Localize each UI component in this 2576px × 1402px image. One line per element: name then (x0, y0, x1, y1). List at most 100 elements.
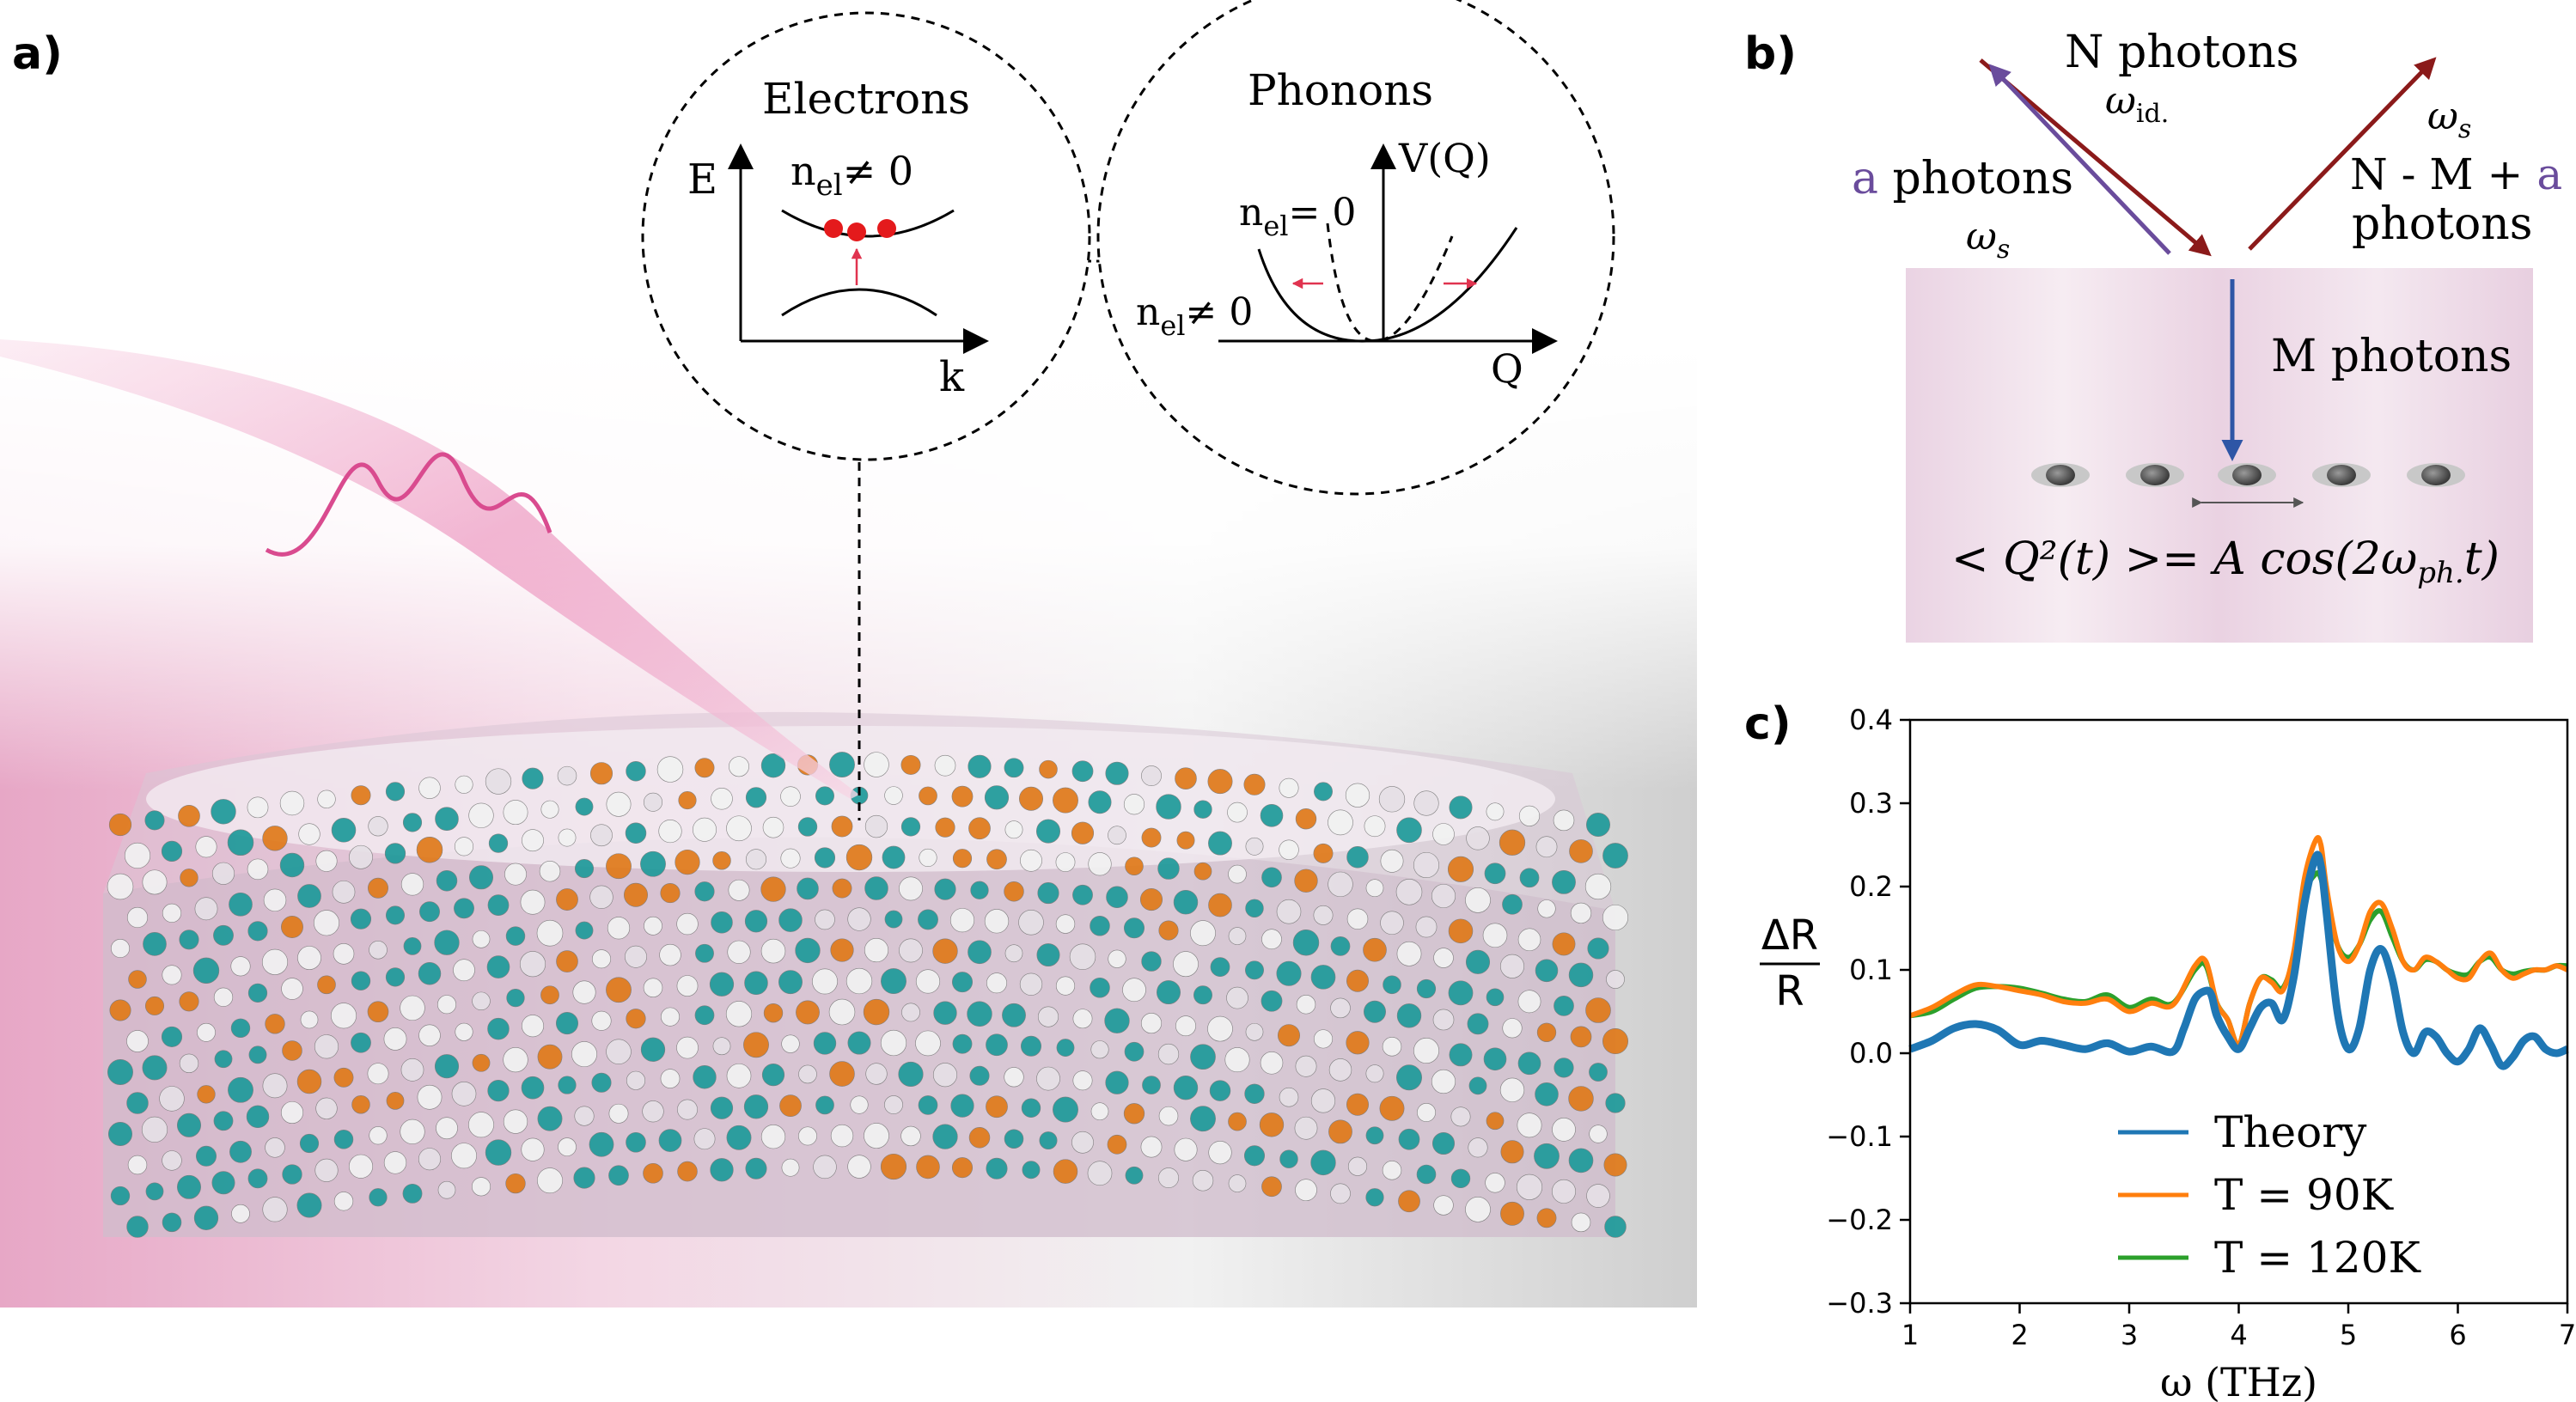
atom (1292, 929, 1320, 956)
atom (330, 1003, 357, 1029)
atom (845, 967, 873, 995)
atom (968, 754, 992, 778)
atom (574, 859, 595, 879)
atom (1173, 1076, 1199, 1100)
series-line-theory (1908, 850, 2569, 1070)
atom (557, 765, 577, 786)
atom (694, 758, 715, 778)
atom (1554, 1058, 1574, 1078)
atom (1416, 978, 1437, 999)
panel-b: b) N photons ωid. a photons ωs ωs N - M … (1744, 27, 2562, 643)
atom (1158, 1167, 1179, 1189)
atom (1088, 852, 1112, 876)
atom (1486, 1112, 1505, 1131)
atom (1190, 1106, 1216, 1132)
atom (1431, 1131, 1456, 1155)
atom (351, 971, 371, 991)
atom (693, 1128, 716, 1150)
atom (660, 883, 681, 904)
atom (367, 1063, 389, 1085)
atom (845, 844, 873, 871)
atom (177, 1174, 201, 1199)
atom (453, 959, 475, 982)
v-axis-label: V(Q) (1398, 135, 1491, 181)
atom (949, 908, 975, 933)
atom (1122, 978, 1146, 1003)
atom (1105, 1070, 1129, 1094)
atom (1604, 1216, 1627, 1238)
atom (712, 1037, 731, 1056)
atom (1516, 1173, 1543, 1200)
atom (832, 878, 852, 899)
atom (315, 1097, 338, 1119)
atom (505, 926, 526, 946)
atom (126, 906, 149, 929)
atom (437, 1180, 456, 1199)
atom (247, 858, 269, 881)
atom (1448, 918, 1474, 944)
atom (711, 911, 733, 934)
atom (108, 1122, 132, 1146)
atom (1056, 1039, 1075, 1057)
y-tick-label: 0.1 (1849, 954, 1893, 986)
electrons-title: Electrons (762, 74, 970, 124)
atom (455, 775, 473, 794)
atom (1279, 777, 1299, 798)
atom (110, 938, 131, 959)
atom (110, 1186, 131, 1206)
atom (829, 1061, 855, 1087)
atom (831, 815, 853, 838)
atom (865, 1063, 888, 1085)
atom (986, 1033, 1008, 1057)
atom (521, 1076, 545, 1100)
atom (368, 877, 388, 899)
atom (317, 789, 336, 808)
atom (1589, 1063, 1608, 1082)
atom (349, 844, 373, 869)
atom (1037, 1006, 1059, 1027)
atom (369, 1188, 388, 1207)
atom (248, 1045, 267, 1064)
n-el-label: nel≠ 0 (791, 148, 913, 203)
atom (348, 1154, 374, 1179)
atom (660, 1069, 681, 1088)
atom (1105, 761, 1129, 785)
atom (1603, 1153, 1627, 1177)
atom (367, 1001, 389, 1023)
atom (418, 1024, 441, 1046)
atom (1260, 1052, 1284, 1075)
atom (196, 1145, 217, 1167)
atom (1347, 1156, 1368, 1176)
atom (126, 1216, 149, 1238)
atom (265, 1137, 285, 1158)
atom (161, 840, 183, 862)
atom (1108, 949, 1126, 968)
atom (830, 938, 854, 962)
atom (1036, 943, 1060, 967)
atom (589, 1131, 614, 1157)
electron-dot (877, 219, 896, 238)
atom (760, 938, 786, 964)
atom (279, 852, 305, 878)
atom (1245, 837, 1264, 856)
atom (1416, 1164, 1437, 1185)
atom (333, 943, 355, 965)
atom (1534, 1143, 1560, 1169)
atom (1500, 1140, 1524, 1164)
atom (1447, 856, 1474, 882)
atom (1313, 905, 1334, 925)
atom (1568, 1086, 1594, 1112)
atom (900, 817, 921, 837)
atom (932, 1063, 958, 1088)
atom (726, 1125, 752, 1150)
atom (279, 790, 305, 816)
atom (626, 1070, 646, 1090)
atom (1486, 802, 1505, 821)
atom (558, 1137, 577, 1156)
atom (1330, 997, 1351, 1019)
atom (247, 983, 268, 1003)
atom (331, 818, 357, 843)
atom (468, 865, 494, 890)
x-tick-label: 7 (2559, 1319, 2576, 1351)
atom (658, 1129, 682, 1152)
